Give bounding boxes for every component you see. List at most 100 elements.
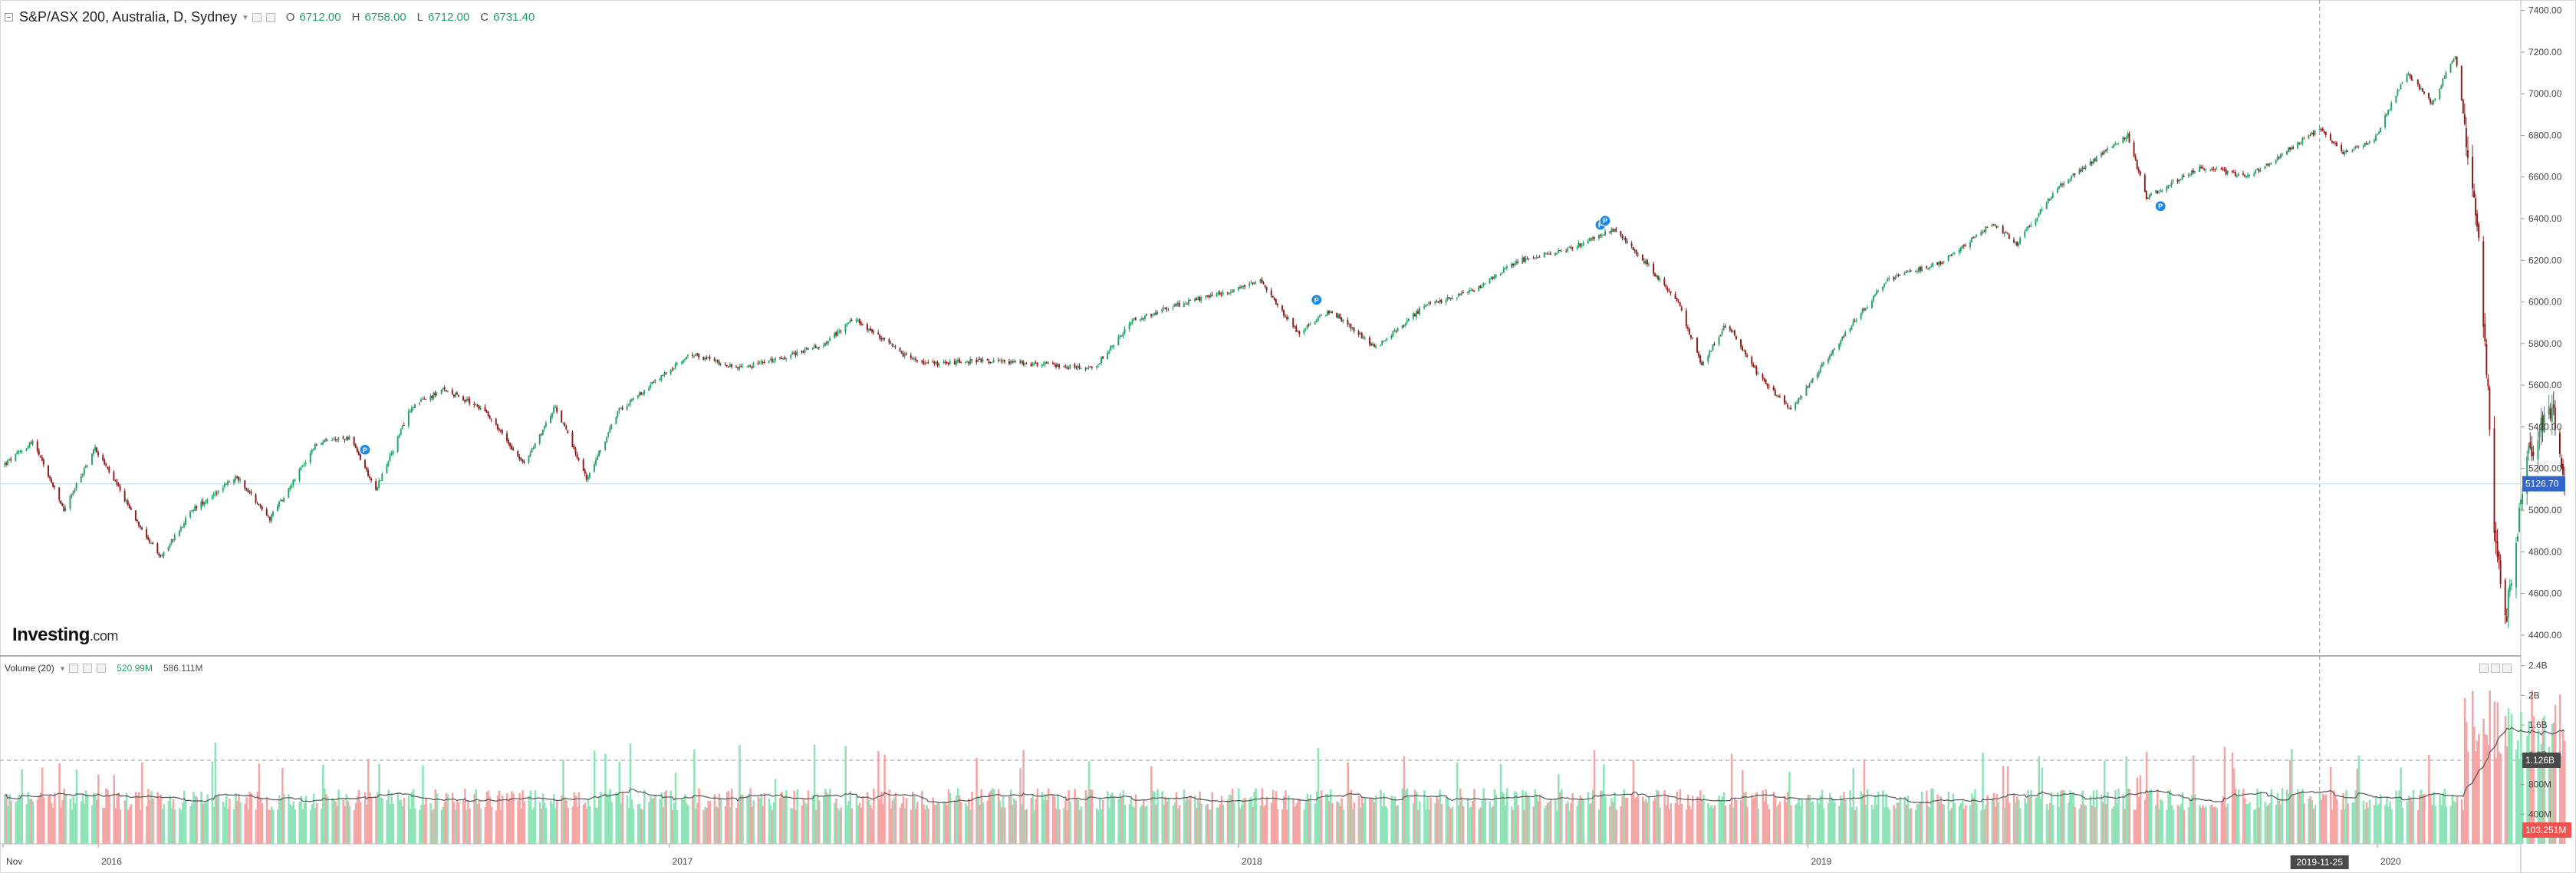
volume-bar[interactable]: [189, 806, 192, 844]
volume-bar[interactable]: [270, 806, 273, 844]
volume-bar[interactable]: [28, 799, 31, 844]
candle[interactable]: [1718, 335, 1720, 347]
candle[interactable]: [1370, 341, 1372, 346]
candle[interactable]: [2114, 141, 2117, 147]
candle[interactable]: [824, 341, 826, 347]
volume-bar[interactable]: [1674, 803, 1677, 844]
candle[interactable]: [462, 395, 465, 401]
candle[interactable]: [2214, 168, 2216, 172]
volume-bar[interactable]: [2264, 802, 2267, 844]
volume-bar[interactable]: [1591, 789, 1594, 844]
volume-bar[interactable]: [1621, 796, 1624, 844]
volume-bar[interactable]: [1707, 803, 1709, 844]
candle[interactable]: [2301, 137, 2304, 147]
volume-bar[interactable]: [140, 809, 142, 844]
volume-bar[interactable]: [1252, 806, 1254, 844]
candle[interactable]: [1120, 335, 1123, 337]
candle[interactable]: [342, 435, 344, 440]
volume-bar[interactable]: [704, 806, 706, 844]
candle[interactable]: [955, 358, 957, 367]
volume-bar[interactable]: [451, 792, 454, 844]
volume-bar[interactable]: [298, 802, 301, 844]
volume-bar[interactable]: [1308, 798, 1311, 844]
candle[interactable]: [1304, 328, 1307, 331]
volume-bar[interactable]: [1597, 809, 1601, 844]
candle[interactable]: [2395, 95, 2397, 104]
candle[interactable]: [1511, 262, 1512, 268]
volume-bar[interactable]: [1746, 806, 1749, 844]
candle[interactable]: [80, 473, 82, 483]
volume-bar[interactable]: [693, 749, 696, 844]
volume-bar[interactable]: [1703, 795, 1705, 844]
volume-bar[interactable]: [1630, 794, 1633, 844]
candle[interactable]: [1199, 295, 1201, 302]
volume-bar[interactable]: [1568, 810, 1571, 844]
volume-bar[interactable]: [179, 810, 183, 844]
candle[interactable]: [518, 453, 521, 462]
candle[interactable]: [2036, 217, 2038, 222]
candle[interactable]: [1785, 400, 1787, 404]
volume-bar[interactable]: [2386, 796, 2388, 844]
candle[interactable]: [1805, 384, 1808, 397]
volume-bar[interactable]: [1320, 790, 1323, 844]
candle[interactable]: [64, 505, 67, 512]
volume-bar[interactable]: [2472, 690, 2474, 844]
candle[interactable]: [2443, 74, 2446, 79]
candle[interactable]: [1808, 382, 1811, 389]
candle[interactable]: [1982, 229, 1984, 235]
volume-bar[interactable]: [117, 792, 120, 844]
volume-bar[interactable]: [2406, 802, 2409, 844]
volume-bar[interactable]: [1381, 805, 1383, 844]
candle[interactable]: [2428, 92, 2430, 100]
candle[interactable]: [1275, 298, 1277, 305]
candle[interactable]: [1601, 232, 1603, 239]
candle[interactable]: [1588, 237, 1591, 242]
candle[interactable]: [90, 453, 93, 466]
volume-bar[interactable]: [137, 792, 140, 844]
volume-bar[interactable]: [1380, 789, 1382, 844]
volume-bar[interactable]: [1446, 797, 1449, 844]
candle[interactable]: [2237, 172, 2239, 176]
volume-bar[interactable]: [549, 800, 552, 844]
volume-bar[interactable]: [955, 795, 958, 844]
candle[interactable]: [320, 442, 322, 446]
candle[interactable]: [7, 459, 9, 466]
candle[interactable]: [396, 435, 399, 453]
volume-bar[interactable]: [1392, 799, 1394, 844]
candle[interactable]: [211, 494, 213, 500]
candle[interactable]: [108, 465, 110, 474]
volume-bar[interactable]: [1810, 802, 1813, 844]
volume-bar[interactable]: [1176, 809, 1179, 844]
volume-bar[interactable]: [203, 802, 206, 844]
volume-bar[interactable]: [1146, 805, 1148, 844]
candle[interactable]: [158, 552, 160, 558]
candle[interactable]: [1100, 356, 1102, 366]
volume-bar[interactable]: [194, 796, 196, 844]
candle[interactable]: [1124, 326, 1126, 335]
volume-bar[interactable]: [1644, 799, 1647, 844]
candle[interactable]: [1852, 318, 1854, 327]
volume-bar[interactable]: [855, 794, 858, 844]
candle[interactable]: [1294, 325, 1296, 329]
volume-bar[interactable]: [630, 799, 633, 844]
candle[interactable]: [1561, 249, 1563, 252]
candle[interactable]: [683, 358, 686, 363]
candle[interactable]: [69, 494, 71, 511]
candle[interactable]: [1178, 300, 1180, 308]
candle[interactable]: [226, 479, 229, 487]
candle[interactable]: [2279, 153, 2282, 160]
volume-bar[interactable]: [457, 802, 460, 844]
volume-bar[interactable]: [1863, 759, 1866, 844]
candle[interactable]: [233, 478, 235, 486]
volume-bar[interactable]: [826, 792, 828, 844]
volume-bar[interactable]: [2522, 760, 2524, 844]
volume-bar[interactable]: [1328, 800, 1331, 844]
candle[interactable]: [627, 403, 630, 407]
volume-bar[interactable]: [807, 790, 810, 844]
candle[interactable]: [1746, 352, 1749, 357]
volume-bar[interactable]: [911, 792, 914, 844]
candle[interactable]: [576, 451, 578, 460]
candle[interactable]: [2209, 168, 2212, 173]
candle[interactable]: [682, 359, 684, 365]
volume-bar[interactable]: [814, 810, 818, 844]
